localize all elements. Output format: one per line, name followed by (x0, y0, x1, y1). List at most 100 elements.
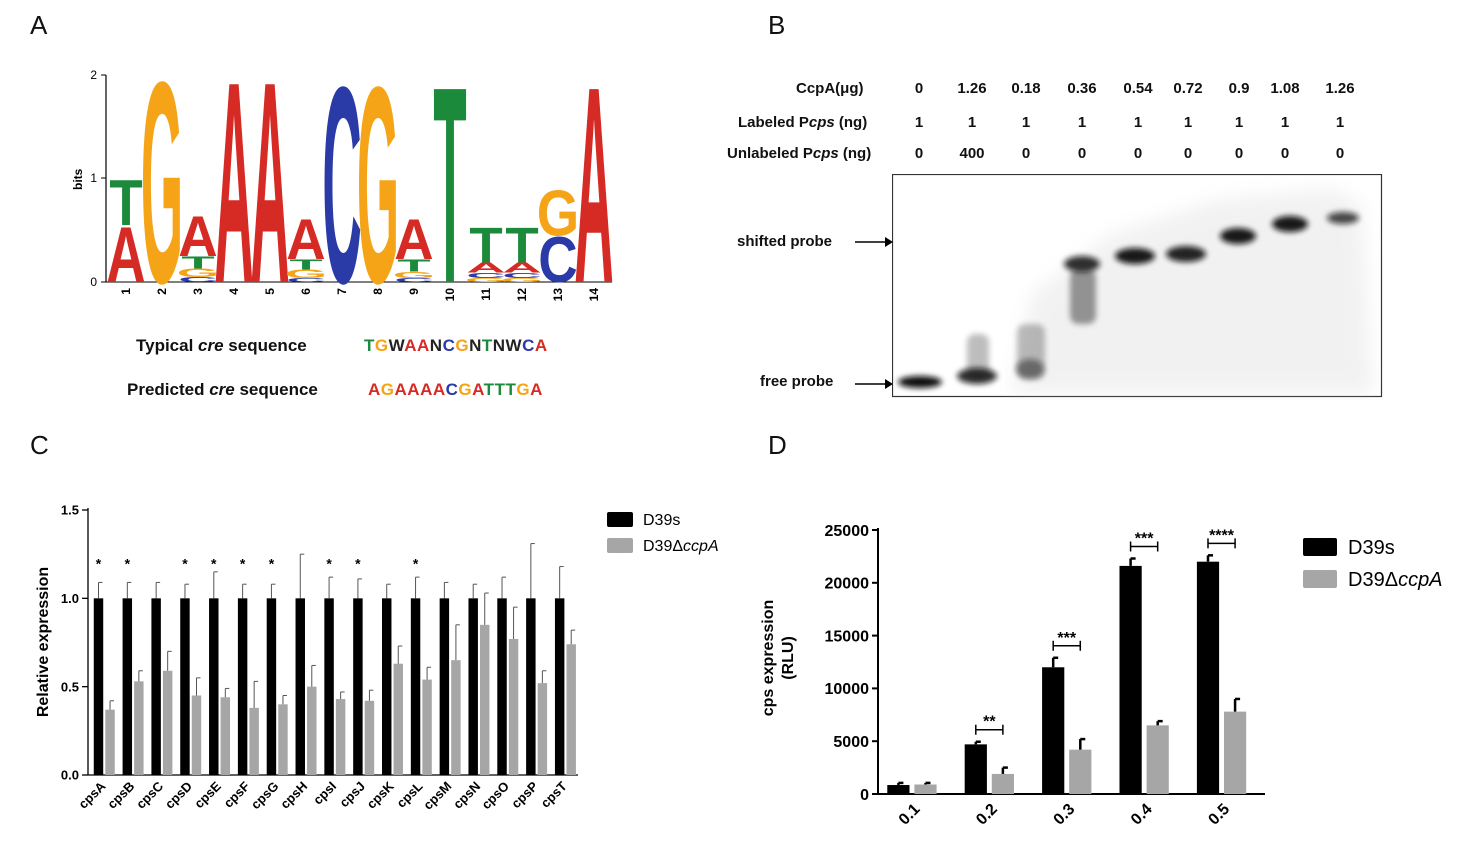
chartD-ytick-5: 25000 (825, 523, 870, 540)
logo-letter-A-pos1: A (106, 212, 145, 299)
logo-letter-G-pos6: G (285, 268, 327, 281)
gel-labeled-lane-4: 1 (1077, 114, 1087, 131)
panel-label-b: B (768, 10, 786, 40)
gel-unlabeled-lane-3: 0 (1021, 145, 1031, 162)
chartD-ytick-3: 15000 (825, 628, 870, 645)
chartC-bar-0-16 (554, 598, 565, 775)
gel-band-lane-5 (1115, 248, 1155, 264)
logo-letter-G-pos8: G (357, 60, 399, 330)
logo-ytick-1: 1 (90, 171, 97, 185)
chartC-bar-1-6 (278, 704, 288, 775)
chartC-xtick-6: cpsG (248, 779, 282, 813)
chartC-xtick-1: cpsB (104, 779, 137, 812)
gel-band-lane-8 (1272, 216, 1308, 232)
chartC-bar-1-9 (364, 700, 375, 775)
chartD-bar-1-3 (1146, 725, 1169, 794)
gel-band-lane-7 (1220, 228, 1256, 244)
chartC-bar-0-11 (410, 598, 421, 775)
panel-label-d: D (768, 430, 787, 460)
chartC-bar-0-14 (497, 598, 507, 775)
chartD-legend-swatch-0 (1303, 538, 1337, 556)
gel-ccpa-lane-4: 0.36 (1067, 80, 1097, 97)
gel-row-unlabeled-label: Unlabeled Pcps (ng) (727, 145, 872, 162)
logo-letter-T-pos11: T (469, 218, 502, 274)
gel-unlabeled-lane-2: 400 (959, 145, 985, 162)
logo-letter-C-pos13: C (538, 224, 577, 296)
chartC-xtick-11: cpsL (394, 778, 426, 810)
chartC-bar-0-10 (382, 598, 392, 775)
chartD-xtick-2: 0.3 (1051, 801, 1079, 829)
chart-d-cps-expression: 0 5000 10000 15000 20000 25000 0.1 0.2 ** 0.3 *** 0… (760, 523, 1443, 829)
chartC-bar-1-11 (422, 679, 432, 775)
logo-xtick-8: 8 (371, 288, 385, 295)
logo-letter-G-pos3: G (177, 267, 219, 280)
gel-ccpa-lane-5: 0.54 (1123, 80, 1153, 97)
logo-letter-A-pos3: A (178, 204, 217, 269)
gel-labeled-lane-9: 1 (1335, 114, 1345, 131)
chartC-bar-0-8 (324, 598, 334, 775)
chartD-xtick-4: 0.5 (1205, 801, 1233, 829)
chartD-sig-4: **** (1209, 527, 1235, 544)
chartC-xtick-3: cpsD (162, 779, 195, 812)
logo-xtick-9: 9 (407, 288, 421, 295)
chartC-xtick-4: cpsE (191, 778, 224, 811)
gel-ccpa-lane-9: 1.26 (1325, 80, 1355, 97)
logo-letter-G-pos12: G (501, 277, 543, 283)
chartC-sig-8: * (326, 555, 332, 571)
logo-xtick-7: 7 (335, 288, 349, 295)
gel-unlabeled-lane-1: 0 (914, 145, 924, 162)
logo-letter-G-pos13: G (537, 177, 579, 249)
logo-letter-G-pos2: G (141, 60, 183, 330)
gel-unlabeled-lane-6: 0 (1183, 145, 1193, 162)
chartC-ytick-2: 1.0 (61, 591, 79, 606)
chartC-sig-6: * (269, 555, 275, 571)
chartC-bar-1-1 (134, 681, 144, 775)
chartD-bar-1-1 (991, 773, 1014, 794)
logo-xtick-5: 5 (263, 288, 277, 295)
shifted-probe-arrow (855, 237, 893, 247)
chartC-sig-11: * (413, 555, 419, 571)
gel-unlabeled-lane-7: 0 (1234, 145, 1244, 162)
logo-letter-T-pos12: T (505, 218, 538, 274)
logo-letter-C-pos11: C (466, 272, 505, 280)
chartD-sig-3: *** (1135, 531, 1154, 548)
logo-letter-C-pos7: C (322, 60, 361, 330)
chartC-xtick-9: cpsJ (336, 779, 368, 811)
chartC-bar-0-5 (237, 598, 248, 775)
chartD-bar-1-2 (1069, 749, 1092, 794)
logo-letter-A-pos6: A (286, 207, 325, 272)
chartC-bar-1-0 (105, 709, 115, 775)
gel-band-lane-2 (957, 368, 997, 384)
logo-letter-C-pos3: C (178, 276, 217, 284)
chartC-bar-1-16 (566, 644, 576, 775)
logo-xtick-4: 4 (227, 288, 241, 295)
chartC-xtick-2: cpsC (133, 778, 167, 812)
gel-labeled-lane-5: 1 (1133, 114, 1143, 131)
chartD-legend-label-1: D39ΔccpA (1348, 569, 1443, 591)
typical-cre-sequence: TGWAANCGNTNWCA (364, 336, 548, 355)
logo-letter-C-pos6: C (286, 277, 325, 283)
chartC-xtick-13: cpsN (450, 779, 483, 812)
chartC-sig-4: * (211, 555, 217, 571)
gel-band-lane-4 (1064, 256, 1100, 272)
gel-labeled-lane-3: 1 (1021, 114, 1031, 131)
chartC-sig-0: * (96, 555, 102, 571)
chartC-ylabel: Relative expression (35, 567, 52, 717)
gel-band-lane-1 (898, 376, 942, 388)
chartC-bar-1-5 (249, 707, 259, 775)
chartC-bar-1-10 (393, 663, 403, 775)
free-probe-arrow (855, 379, 893, 389)
logo-xtick-14: 14 (587, 288, 601, 302)
chartD-sig-2: *** (1057, 630, 1076, 647)
chartD-ytick-0: 0 (860, 787, 869, 804)
gel-ccpa-lane-6: 0.72 (1173, 80, 1203, 97)
chartC-bar-1-7 (307, 686, 317, 775)
gel-smear-lane-2 (967, 334, 989, 379)
chartD-bar-0-1 (964, 744, 987, 794)
free-probe-label: free probe (760, 373, 834, 390)
logo-xtick-1: 1 (119, 288, 133, 295)
chartC-bar-1-13 (480, 624, 490, 775)
chartC-bar-0-6 (266, 598, 277, 775)
chartC-sig-9: * (355, 555, 361, 571)
gel-ccpa-lane-8: 1.08 (1270, 80, 1300, 97)
